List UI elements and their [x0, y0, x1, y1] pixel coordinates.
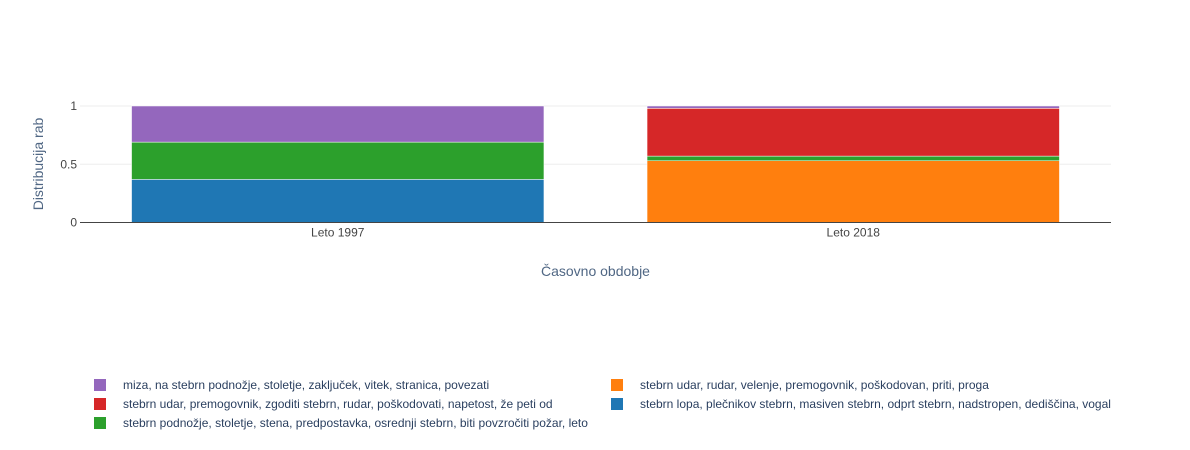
- bar-segment: [646, 155, 1060, 162]
- bar-segment: [646, 160, 1060, 223]
- y-axis-ticks: 00.51: [60, 99, 77, 230]
- bars: [131, 105, 1060, 223]
- legend-label: stebrn podnožje, stoletje, stena, predpo…: [123, 416, 588, 430]
- legend-label: miza, na stebrn podnožje, stoletje, zakl…: [123, 378, 489, 392]
- y-tick-label: 1: [70, 99, 77, 113]
- legend-label: stebrn udar, rudar, velenje, premogovnik…: [640, 378, 989, 392]
- y-axis-title: Distribucija rab: [30, 117, 46, 210]
- legend-swatch: [611, 379, 623, 391]
- x-tick-label: Leto 1997: [311, 226, 365, 240]
- y-tick-label: 0: [70, 216, 77, 230]
- bar-segment: [131, 105, 545, 143]
- legend-swatch: [94, 417, 106, 429]
- legend-swatch: [611, 398, 623, 410]
- y-tick-label: 0.5: [60, 157, 77, 171]
- bar-segment: [131, 179, 545, 223]
- legend-swatch: [94, 398, 106, 410]
- bar-segment: [646, 108, 1060, 157]
- legend: miza, na stebrn podnožje, stoletje, zakl…: [94, 378, 1111, 430]
- x-tick-label: Leto 2018: [827, 226, 881, 240]
- x-axis-ticks: Leto 1997 Leto 2018: [311, 226, 880, 240]
- legend-swatch: [94, 379, 106, 391]
- x-axis-title: Časovno obdobje: [541, 263, 650, 279]
- bar-segment: [646, 105, 1060, 109]
- legend-label: stebrn udar, premogovnik, zgoditi stebrn…: [123, 397, 553, 411]
- bar-segment: [131, 141, 545, 180]
- legend-label: stebrn lopa, plečnikov stebrn, masiven s…: [640, 397, 1111, 411]
